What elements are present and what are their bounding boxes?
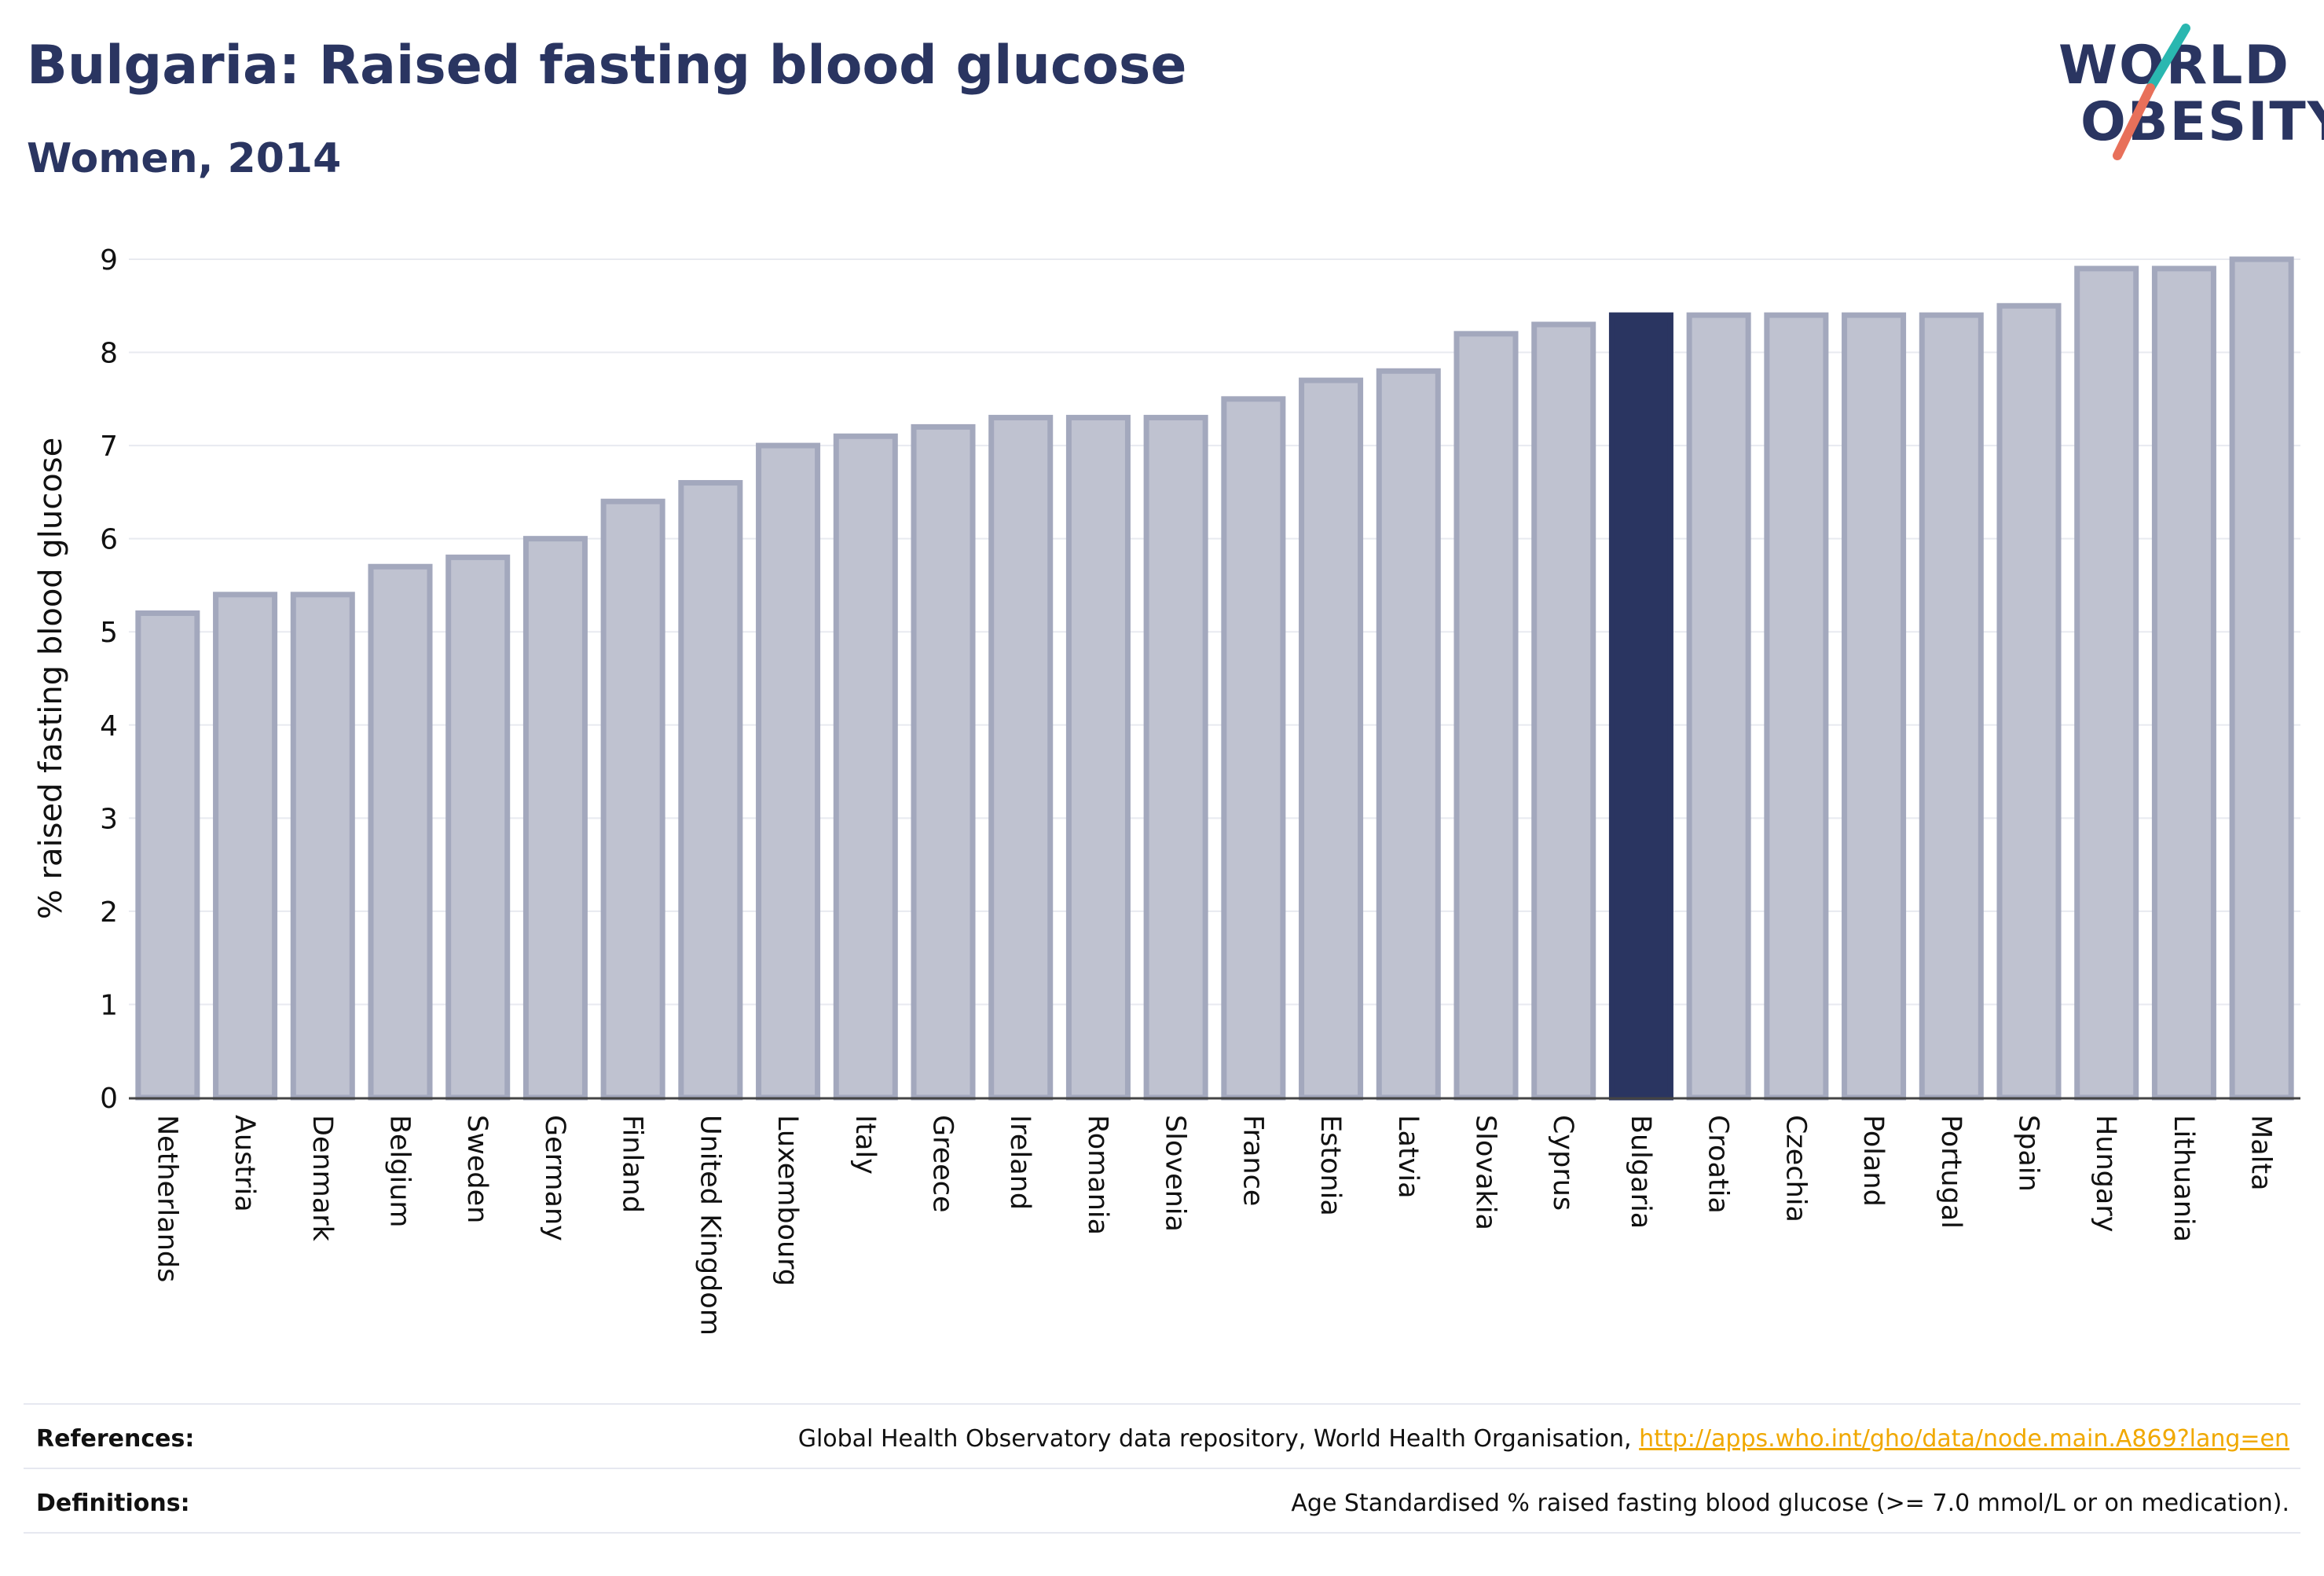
y-axis-label: % raised fasting blood glucose [33, 438, 69, 919]
x-tick-label: Croatia [1703, 1115, 1734, 1214]
bar-cyprus [1531, 321, 1596, 1101]
x-axis-ticks: Netherlands Austria Denmark Belgium Sweden Ge… [151, 1115, 2276, 1336]
page-title: Bulgaria: Raised fasting blood glucose [27, 35, 1187, 97]
bar-lithuania [2151, 266, 2216, 1101]
slash-mark-icon [2113, 24, 2190, 160]
x-tick-label: Ireland [1004, 1115, 1036, 1210]
bar-croatia [1686, 312, 1751, 1101]
x-tick-label: Luxembourg [772, 1115, 803, 1286]
y-tick-label: 8 [100, 338, 118, 370]
bar-ireland [988, 415, 1054, 1101]
x-tick-label: Germany [539, 1115, 570, 1241]
bar-latvia [1376, 368, 1441, 1101]
bar-france [1221, 396, 1286, 1101]
y-tick-label: 7 [100, 431, 118, 463]
bar-finland [600, 498, 665, 1101]
bar-italy [833, 433, 898, 1101]
references-source: Global Health Observatory data repositor… [797, 1425, 1632, 1453]
bar-hungary [2074, 266, 2139, 1101]
references-link[interactable]: http://apps.who.int/gho/data/node.main.A… [1639, 1425, 2289, 1453]
bar-germany [522, 536, 588, 1101]
bar-slovakia [1453, 331, 1519, 1101]
y-axis-ticks: 0 1 2 3 4 5 6 7 8 9 [100, 244, 118, 1115]
x-tick-label: Spain [2013, 1115, 2044, 1192]
x-tick-label: Cyprus [1547, 1115, 1578, 1211]
page-subtitle: Women, 2014 [27, 135, 342, 182]
y-tick-label: 3 [100, 803, 118, 835]
bar-chart: 0 1 2 3 4 5 6 7 8 9 Netherlands Austria Denmark Belg… [33, 244, 2300, 1336]
bar-estonia [1299, 377, 1364, 1101]
y-tick-label: 6 [100, 524, 118, 556]
x-tick-label: Slovakia [1470, 1115, 1501, 1230]
bar-united-kingdom [678, 480, 743, 1101]
x-tick-label: Poland [1857, 1115, 1889, 1207]
bar-denmark [290, 592, 355, 1101]
x-tick-label: Belgium [384, 1115, 416, 1228]
bar-poland [1842, 312, 1907, 1101]
x-tick-label: Estonia [1314, 1115, 1346, 1216]
footer-divider-bottom [24, 1532, 2300, 1534]
bar-czechia [1764, 312, 1829, 1101]
bar-belgium [368, 563, 433, 1101]
y-tick-label: 1 [100, 989, 118, 1021]
bar-malta [2229, 256, 2294, 1101]
footer-divider-middle [24, 1468, 2300, 1469]
references-text: Global Health Observatory data repositor… [798, 1425, 2289, 1453]
definitions-label: Definitions: [36, 1490, 190, 1517]
x-tick-label: Finland [617, 1115, 648, 1213]
y-tick-label: 2 [100, 896, 118, 929]
x-tick-label: Czechia [1780, 1115, 1811, 1222]
bar-romania [1065, 415, 1131, 1101]
x-tick-label: Bulgaria [1625, 1115, 1656, 1229]
x-tick-label: Lithuania [2168, 1115, 2199, 1242]
y-tick-label: 4 [100, 710, 118, 742]
definitions-text: Age Standardised % raised fasting blood … [1291, 1490, 2289, 1517]
x-tick-label: Slovenia [1160, 1115, 1191, 1232]
bar-slovenia [1143, 415, 1208, 1101]
bar-luxembourg [756, 442, 821, 1101]
bar-netherlands [135, 610, 200, 1101]
y-tick-label: 0 [100, 1083, 118, 1115]
x-tick-label: Latvia [1392, 1115, 1424, 1199]
bar-bulgaria [1608, 312, 1673, 1101]
y-tick-label: 5 [100, 617, 118, 649]
x-tick-label: France [1237, 1115, 1268, 1206]
bar-greece [911, 423, 976, 1101]
x-tick-label: Austria [229, 1115, 260, 1212]
x-tick-label: Hungary [2090, 1115, 2121, 1232]
bar-austria [213, 592, 278, 1101]
x-tick-label: Portugal [1935, 1115, 1967, 1229]
footer-divider-top [24, 1403, 2300, 1405]
bars [135, 256, 2294, 1101]
bar-spain [1996, 302, 2062, 1101]
x-tick-label: Italy [849, 1115, 881, 1175]
x-tick-label: Malta [2245, 1115, 2277, 1191]
x-tick-label: Greece [927, 1115, 959, 1213]
x-tick-label: Sweden [461, 1115, 493, 1223]
x-tick-label: United Kingdom [694, 1115, 725, 1336]
bar-sweden [445, 554, 511, 1101]
x-tick-label: Denmark [306, 1115, 338, 1242]
world-obesity-logo: WORLD OBESITY [2043, 24, 2324, 165]
y-tick-label: 9 [100, 244, 118, 277]
references-label: References: [36, 1425, 195, 1453]
x-tick-label: Romania [1082, 1115, 1113, 1235]
bar-portugal [1919, 312, 1984, 1101]
x-tick-label: Netherlands [151, 1115, 182, 1282]
